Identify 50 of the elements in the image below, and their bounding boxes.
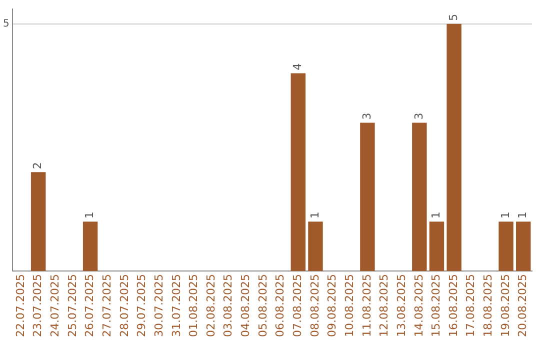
bar bbox=[412, 122, 427, 272]
x-tick-label: 02.08.2025 bbox=[204, 274, 218, 338]
bar bbox=[429, 222, 444, 272]
x-tick-label: 20.08.2025 bbox=[516, 274, 530, 338]
x-tick-label: 01.08.2025 bbox=[187, 274, 200, 338]
x-tick-label: 23.07.2025 bbox=[31, 274, 44, 338]
data-label: 3 bbox=[360, 112, 374, 120]
x-tick-label: 13.08.2025 bbox=[394, 274, 408, 338]
x-tick-label: 24.07.2025 bbox=[48, 274, 62, 338]
x-tick-label: 22.07.2025 bbox=[14, 274, 27, 338]
x-tick-label: 26.07.2025 bbox=[83, 274, 96, 338]
x-tick-label: 30.07.2025 bbox=[152, 274, 166, 338]
bar bbox=[290, 73, 306, 272]
data-label: 1 bbox=[308, 212, 322, 219]
x-tick-label: 12.08.2025 bbox=[378, 274, 391, 338]
x-tick-label: 06.08.2025 bbox=[274, 274, 287, 338]
x-tick-label: 29.07.2025 bbox=[135, 274, 148, 338]
x-tick-label: 18.08.2025 bbox=[482, 274, 495, 338]
x-tick-label: 19.08.2025 bbox=[498, 274, 512, 338]
x-tick-label: 28.07.2025 bbox=[118, 274, 131, 338]
x-tick-label: 17.08.2025 bbox=[464, 274, 478, 338]
x-tick-label: 09.08.2025 bbox=[326, 274, 339, 338]
x-tick-label: 11.08.2025 bbox=[360, 274, 374, 338]
x-tick-label: 03.08.2025 bbox=[222, 274, 235, 338]
bar bbox=[360, 122, 375, 272]
x-tick-label: 07.08.2025 bbox=[291, 274, 304, 338]
data-label: 1 bbox=[83, 212, 96, 219]
x-tick-label: 16.08.2025 bbox=[446, 274, 460, 338]
x-tick-label: 15.08.2025 bbox=[430, 274, 443, 338]
x-tick-label: 04.08.2025 bbox=[239, 274, 252, 338]
x-tick-label: 27.07.2025 bbox=[100, 274, 114, 338]
data-label: 1 bbox=[516, 212, 530, 219]
x-tick-label: 25.07.2025 bbox=[66, 274, 79, 338]
x-tick-label: 31.07.2025 bbox=[170, 274, 183, 338]
data-label: 5 bbox=[446, 14, 460, 21]
bar bbox=[516, 222, 531, 272]
x-tick-label: 10.08.2025 bbox=[342, 274, 356, 338]
bar bbox=[30, 172, 46, 272]
data-label: 2 bbox=[31, 162, 44, 170]
bar bbox=[308, 222, 323, 272]
data-label: 4 bbox=[291, 63, 304, 70]
data-label: 3 bbox=[412, 112, 426, 120]
bar bbox=[82, 222, 98, 272]
data-label: 1 bbox=[498, 212, 512, 219]
data-label: 1 bbox=[430, 212, 443, 219]
x-tick-label: 14.08.2025 bbox=[412, 274, 426, 338]
bar bbox=[498, 222, 514, 272]
x-tick-label: 05.08.2025 bbox=[256, 274, 270, 338]
x-tick-label: 08.08.2025 bbox=[308, 274, 322, 338]
bar bbox=[446, 24, 462, 272]
